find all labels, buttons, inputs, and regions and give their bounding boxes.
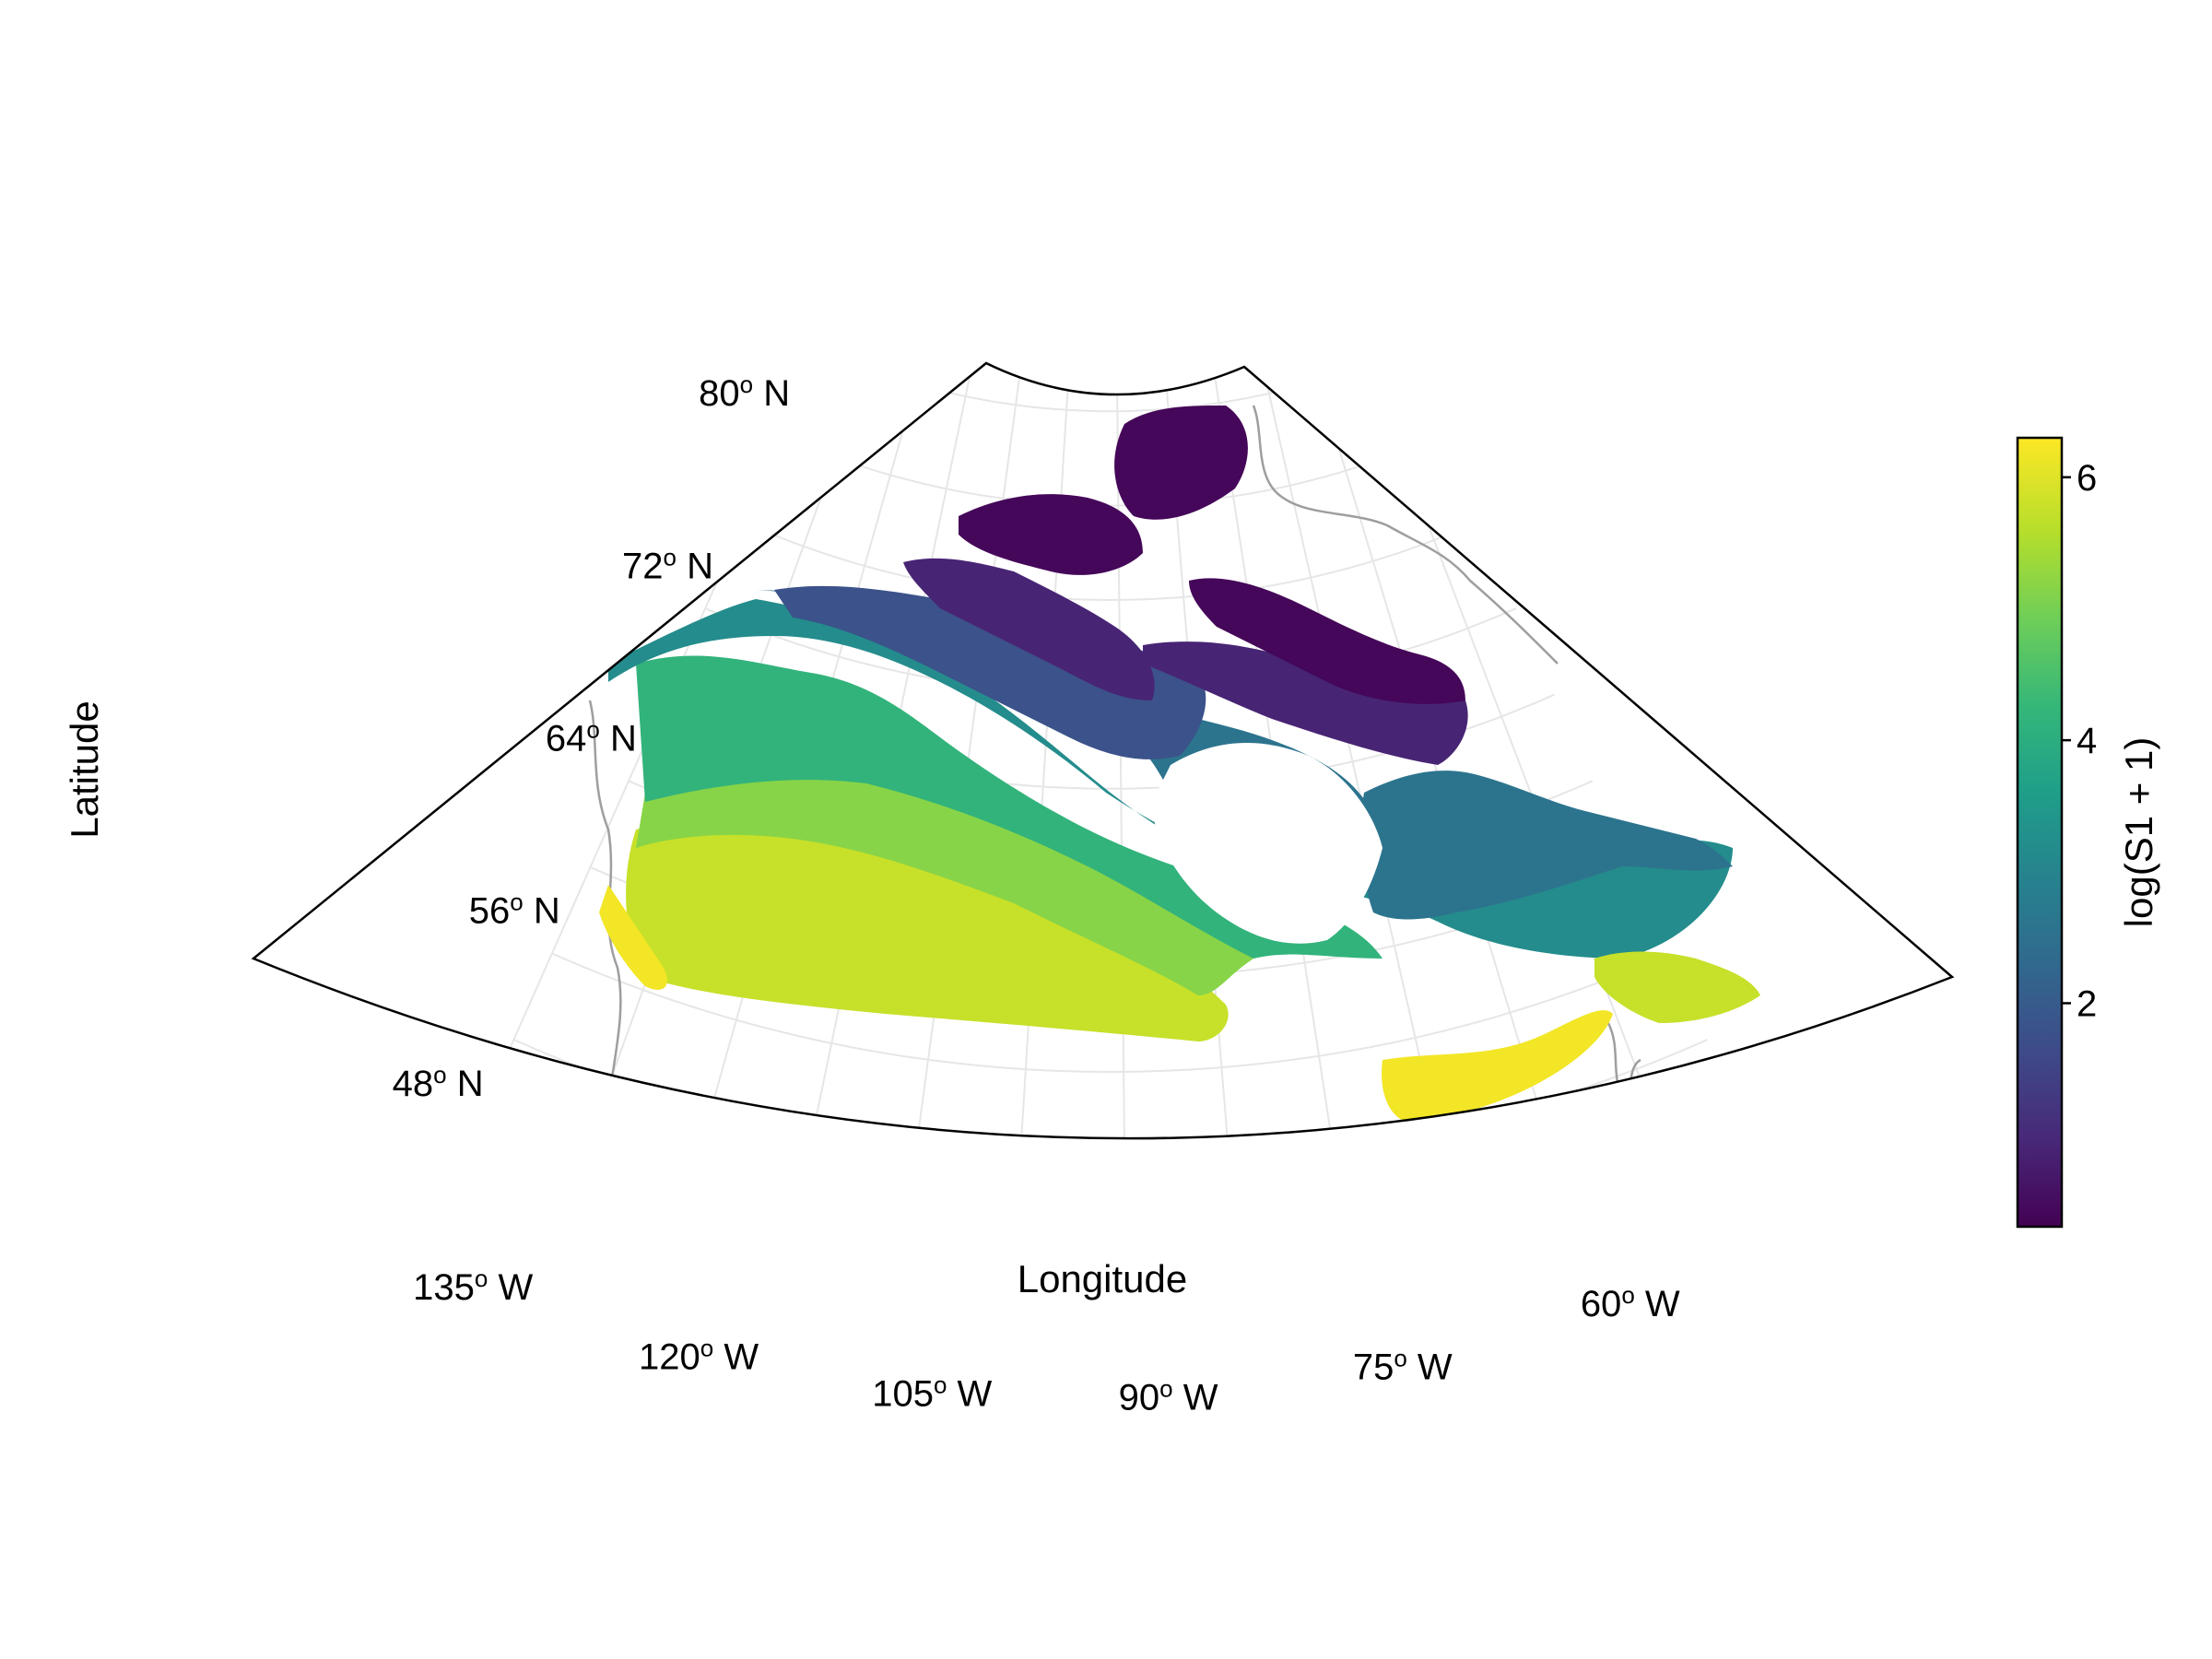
latitude-gridline xyxy=(475,1124,1747,1139)
longitude-tick-label: 90o W xyxy=(1119,1374,1218,1418)
longitude-tick-label: 120o W xyxy=(639,1335,759,1378)
colorbar-tick-label: 2 xyxy=(2077,983,2097,1024)
region-southern-arctic xyxy=(774,585,1206,759)
colorbar-gradient xyxy=(2016,436,2064,1229)
region-maritimes xyxy=(1594,951,1760,1023)
latitude-gridline xyxy=(819,363,1402,413)
y-axis-title: Latitude xyxy=(63,700,106,838)
latitude-gridline xyxy=(551,952,1670,1074)
colorbar-tick-label: 6 xyxy=(2077,458,2097,499)
colorbar-label: log(S1 + 1) xyxy=(2117,737,2160,928)
hudson-bay xyxy=(1152,743,1382,944)
colorbar-tick-label: 4 xyxy=(2077,721,2097,761)
longitude-tick-label: 105o W xyxy=(872,1371,992,1415)
greenland-coastline xyxy=(1252,405,1559,665)
region-quebec-taiga xyxy=(1359,771,1733,920)
region-prairie-transition xyxy=(636,772,1253,995)
x-axis-title: Longitude xyxy=(1018,1257,1188,1300)
region-coastal-bc xyxy=(599,885,667,990)
longitude-tick-labels: 135o W 120o W 105o W 90o W 75o W 60o W xyxy=(413,1265,1680,1418)
latitude-gridline xyxy=(743,521,1478,602)
region-arctic-islands xyxy=(959,406,1465,704)
map-frame xyxy=(251,361,1955,1140)
latitude-tick-label: 48o N xyxy=(393,1061,484,1104)
latitude-tick-label: 64o N xyxy=(546,715,637,759)
latitude-tick-label: 72o N xyxy=(622,543,713,586)
latitude-gridline xyxy=(781,435,1441,507)
region-upper-arctic-islands xyxy=(903,558,1468,765)
latitude-tick-label: 80o N xyxy=(699,371,790,414)
latitude-tick-labels: 48o N 56o N 64o N 72o N 80o N xyxy=(393,371,791,1104)
longitude-tick-label: 60o W xyxy=(1581,1281,1680,1324)
colorbar: 2 4 6 log(S1 + 1) xyxy=(2016,436,2160,1229)
colorbar-ticks: 2 4 6 xyxy=(2062,458,2097,1024)
latitude-tick-label: 56o N xyxy=(469,888,560,932)
region-southern-prairie xyxy=(626,818,1229,1041)
map-layer xyxy=(436,363,1760,1139)
region-southern-ontario xyxy=(1382,1010,1613,1124)
longitude-tick-label: 135o W xyxy=(413,1265,533,1308)
canada-regions xyxy=(599,406,1760,1124)
longitude-tick-label: 75o W xyxy=(1353,1344,1453,1387)
